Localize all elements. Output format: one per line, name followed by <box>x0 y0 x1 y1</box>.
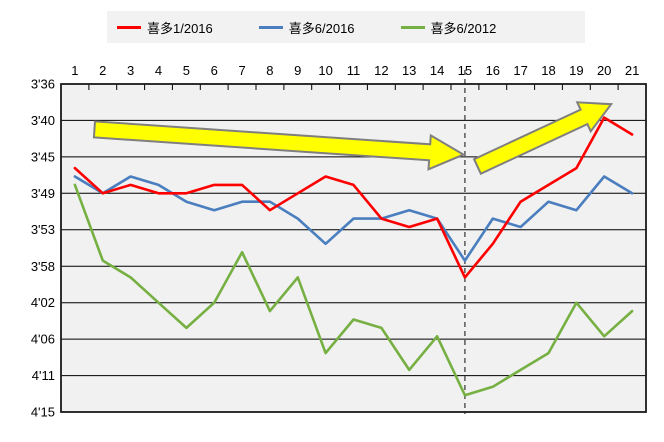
legend-label: 喜多6/2012 <box>430 20 497 36</box>
svg-text:17: 17 <box>513 63 527 78</box>
svg-text:3: 3 <box>127 63 134 78</box>
svg-text:4'06: 4'06 <box>31 332 55 347</box>
series-line-喜多6/2012 <box>73 183 634 397</box>
legend-item-2: 喜多6/2016 <box>258 18 355 37</box>
svg-text:12: 12 <box>374 63 388 78</box>
svg-text:18: 18 <box>541 63 555 78</box>
svg-text:4'02: 4'02 <box>31 295 55 310</box>
chart-legend: 喜多1/2016 喜多6/2016 喜多6/2012 <box>107 11 585 43</box>
svg-text:9: 9 <box>294 63 301 78</box>
svg-text:19: 19 <box>569 63 583 78</box>
flat-decline-arrow <box>92 120 466 171</box>
svg-text:4: 4 <box>155 63 162 78</box>
svg-text:4'11: 4'11 <box>32 368 55 383</box>
legend-label: 喜多1/2016 <box>147 20 213 36</box>
svg-text:14: 14 <box>430 63 444 78</box>
svg-text:3'36: 3'36 <box>31 77 55 92</box>
legend-swatch-blue-line <box>258 25 283 29</box>
svg-text:15: 15 <box>458 63 472 78</box>
svg-text:3'49: 3'49 <box>31 186 55 201</box>
svg-text:21: 21 <box>625 63 639 78</box>
svg-text:20: 20 <box>597 63 611 78</box>
svg-text:8: 8 <box>266 63 273 78</box>
svg-text:4'15: 4'15 <box>31 405 55 420</box>
svg-text:10: 10 <box>318 63 332 78</box>
svg-text:3'40: 3'40 <box>31 113 55 128</box>
legend-label: 喜多6/2016 <box>288 20 355 36</box>
x-axis-labels: 1 2 3 4 5 6 7 8 9 10 11 12 13 14 15 16 17 18 19 20 21 <box>71 63 639 78</box>
svg-text:6: 6 <box>211 63 218 78</box>
series-line-喜多6/2016 <box>73 175 634 262</box>
legend-item-3: 喜多6/2012 <box>400 18 497 37</box>
series-line-喜多1/2016 <box>73 116 634 279</box>
svg-text:5: 5 <box>183 63 190 78</box>
svg-text:3'53: 3'53 <box>31 222 55 237</box>
legend-item-1: 喜多1/2016 <box>117 18 213 37</box>
svg-text:16: 16 <box>486 63 500 78</box>
svg-text:13: 13 <box>402 63 416 78</box>
svg-text:7: 7 <box>238 63 245 78</box>
y-axis-labels: 3'36 3'40 3'45 3'49 3'53 3'58 4'02 4'06 4'11 4'15 <box>31 77 55 420</box>
svg-text:3'58: 3'58 <box>31 259 55 274</box>
legend-swatch-green-line <box>400 25 425 29</box>
svg-text:1: 1 <box>71 63 78 78</box>
improvement-arrow <box>472 101 614 176</box>
plot-border <box>60 83 647 413</box>
svg-text:2: 2 <box>99 63 106 78</box>
svg-text:3'45: 3'45 <box>31 149 55 164</box>
svg-text:11: 11 <box>347 63 361 78</box>
legend-swatch-red-line <box>117 25 141 29</box>
